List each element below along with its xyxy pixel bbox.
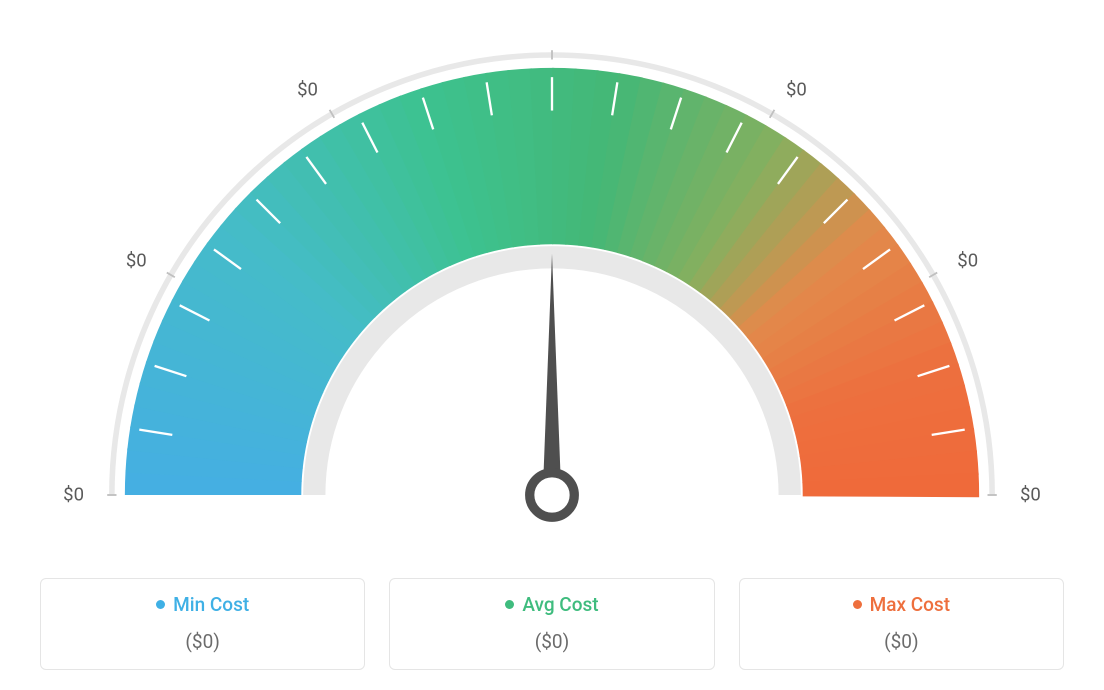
legend-title-min: Min Cost: [156, 593, 249, 616]
legend-value-min: ($0): [61, 630, 344, 653]
gauge-chart: $0$0$0$0$0$0$0: [52, 40, 1052, 560]
gauge-svg: $0$0$0$0$0$0$0: [52, 40, 1052, 560]
gauge-tick-label: $0: [1020, 484, 1041, 506]
legend-card-max: Max Cost ($0): [739, 578, 1064, 670]
gauge-tick-label: $0: [126, 250, 147, 272]
legend-dot-avg: [505, 600, 514, 609]
legend-value-avg: ($0): [410, 630, 693, 653]
gauge-tick-label: $0: [63, 484, 84, 506]
legend-row: Min Cost ($0) Avg Cost ($0) Max Cost ($0…: [40, 578, 1064, 670]
legend-title-max: Max Cost: [853, 593, 950, 616]
gauge-tick-label: $0: [786, 78, 807, 100]
legend-card-min: Min Cost ($0): [40, 578, 365, 670]
legend-label-avg: Avg Cost: [522, 593, 598, 616]
legend-label-min: Min Cost: [173, 593, 249, 616]
gauge-tick-label: $0: [957, 250, 978, 272]
gauge-tick-label: $0: [297, 78, 318, 100]
legend-card-avg: Avg Cost ($0): [389, 578, 714, 670]
legend-label-max: Max Cost: [870, 593, 950, 616]
legend-value-max: ($0): [760, 630, 1043, 653]
legend-title-avg: Avg Cost: [505, 593, 598, 616]
legend-dot-min: [156, 600, 165, 609]
legend-dot-max: [853, 600, 862, 609]
